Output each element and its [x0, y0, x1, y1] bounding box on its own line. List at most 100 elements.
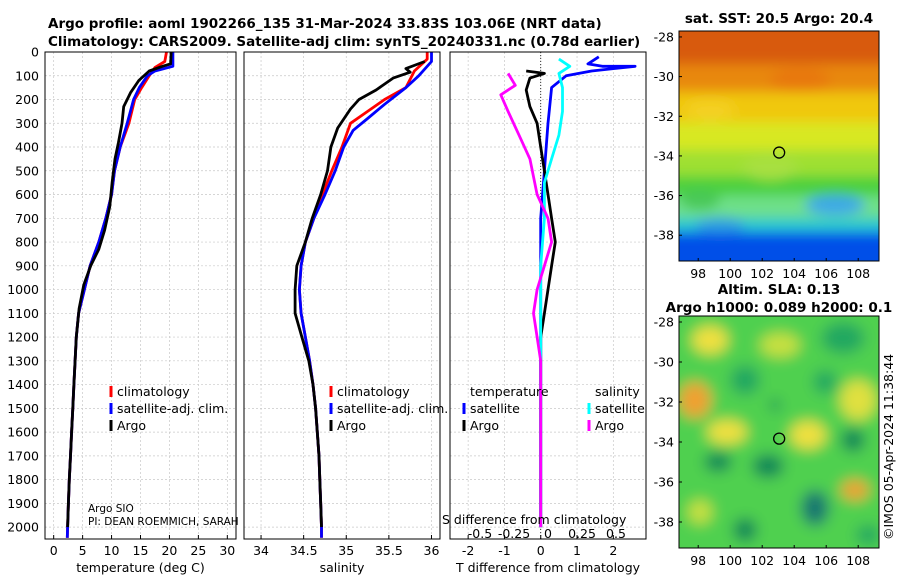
sla-argo-position-marker — [773, 432, 786, 445]
y-tick-label: -38 — [654, 515, 674, 530]
x-tick-label: 0 — [50, 543, 58, 558]
s-tick-label: 0.25 — [568, 526, 596, 541]
y-tick-label: -32 — [654, 109, 674, 124]
sla-map-field — [679, 316, 879, 548]
difference-profile: -2 -1 0 1 2 T difference from climatology S di… — [442, 51, 647, 575]
sla-map-title1: Altim. SLA: 0.13 — [718, 282, 840, 298]
credit-org: Argo SIO — [88, 503, 134, 515]
difference-legend: temperature salinity satellite Argo sate… — [462, 384, 645, 433]
y-tick-label: 200 — [15, 92, 39, 107]
y-tick-label: 100 — [15, 68, 39, 83]
temperature-legend: climatology satellite-adj. clim. Argo — [109, 384, 228, 433]
sst-map-axes: 98 100 102 104 106 108 -28 -30 -32 -34 -36 -38 — [654, 29, 871, 281]
sla-map-axes: 98 100 102 104 106 108 -28 -30 -32 -34 -36 -38 — [654, 315, 871, 569]
x-tick-label: -2 — [462, 543, 474, 558]
y-tick-label: 300 — [15, 116, 39, 131]
x-tick-label: 30 — [219, 543, 235, 558]
series-line-t-satellite — [539, 55, 637, 528]
y-tick-label: 1200 — [7, 330, 39, 345]
y-tick-label: 600 — [15, 187, 39, 202]
y-tick-label: -30 — [654, 355, 674, 370]
x-tick-label: 100 — [718, 553, 742, 568]
axes-frame — [44, 51, 237, 540]
credit-pi: PI: DEAN ROEMMICH, SARAH — [88, 516, 239, 528]
x-tick-label: 102 — [750, 266, 774, 281]
y-tick-label: 1000 — [7, 282, 39, 297]
y-tick-label: 1600 — [7, 425, 39, 440]
x-tick-label: 108 — [846, 266, 870, 281]
title-line1: Argo profile: aoml 1902266_135 31-Mar-20… — [48, 16, 602, 32]
sla-map-title2: Argo h1000: 0.089 h2000: 0.1 — [666, 300, 893, 316]
x-tick-label: 108 — [846, 553, 870, 568]
x-tick-label: 2 — [609, 543, 617, 558]
x-tick-label: 106 — [814, 553, 838, 568]
legend-label-s-argo: Argo — [595, 418, 624, 433]
legend-label-s-satellite: satellite — [595, 401, 645, 416]
x-tick-label: 34 — [253, 543, 269, 558]
x-axis-label: salinity — [320, 560, 365, 575]
x-tick-label: 20 — [161, 543, 177, 558]
x-axis-label: T difference from climatology — [455, 560, 641, 575]
x-tick-label: 98 — [690, 266, 706, 281]
x-axis-label: temperature (deg C) — [76, 560, 205, 575]
x-tick-label: 25 — [190, 543, 206, 558]
y-tick-label: 1300 — [7, 353, 39, 368]
x-tick-label: 100 — [718, 266, 742, 281]
s-tick-label: -0.5 — [468, 526, 492, 541]
sst-map-field — [679, 31, 879, 261]
s-tick-label: 0 — [544, 526, 552, 541]
legend-label-t-satellite: satellite — [470, 401, 520, 416]
y-tick-label: -36 — [654, 188, 674, 203]
legend-title-salinity: salinity — [595, 384, 640, 399]
x-tick-label: 104 — [782, 553, 806, 568]
axes-frame — [449, 51, 647, 540]
y-tick-label: 2000 — [7, 520, 39, 535]
legend-label-climatology: climatology — [337, 384, 410, 399]
x-tick-label: 36 — [424, 543, 440, 558]
x-tick-label: 10 — [104, 543, 120, 558]
sst-map-frame — [678, 30, 880, 262]
series-line-argo — [293, 60, 426, 528]
s-tick-label: 0.5 — [606, 526, 626, 541]
x-tick-label: 34.5 — [290, 543, 318, 558]
legend-label-argo: Argo — [117, 418, 146, 433]
salinity-profile: 34 34.5 35 35.5 36 salinity — [243, 51, 441, 575]
y-tick-label: -30 — [654, 69, 674, 84]
y-tick-label: 1100 — [7, 306, 39, 321]
x-tick-label: 5 — [79, 543, 87, 558]
y-tick-label: 1900 — [7, 496, 39, 511]
x-tick-label: 102 — [750, 553, 774, 568]
y-tick-label: 1800 — [7, 472, 39, 487]
y-tick-label: 400 — [15, 140, 39, 155]
x-tick-label: 98 — [690, 553, 706, 568]
y-tick-label: 500 — [15, 163, 39, 178]
y-tick-label: 1700 — [7, 448, 39, 463]
axes-frame — [243, 51, 441, 540]
s-tick-label: -0.25 — [498, 526, 530, 541]
y-tick-label: 700 — [15, 211, 39, 226]
y-tick-label: -32 — [654, 395, 674, 410]
y-tick-label: 1500 — [7, 401, 39, 416]
temperature-profile: 0 5 10 15 20 25 300100200300400500600700800900… — [7, 45, 237, 575]
y-tick-label: -28 — [654, 29, 674, 44]
y-tick-label: -34 — [654, 435, 674, 450]
sst-argo-position-marker — [773, 146, 786, 159]
y-tick-label: 800 — [15, 235, 39, 250]
x-tick-label: 35 — [338, 543, 354, 558]
y-tick-label: 900 — [15, 258, 39, 273]
legend-label-satellite: satellite-adj. clim. — [117, 401, 228, 416]
y-tick-label: 0 — [31, 45, 39, 60]
x-tick-label: 1 — [573, 543, 581, 558]
sst-map-title: sat. SST: 20.5 Argo: 20.4 — [685, 11, 873, 27]
watermark: ©IMOS 05-Apr-2024 11:38:44 — [881, 354, 896, 540]
x-tick-label: 0 — [537, 543, 545, 558]
legend-title-temperature: temperature — [470, 384, 549, 399]
x-tick-label: 35.5 — [375, 543, 403, 558]
y-tick-label: 1400 — [7, 377, 39, 392]
y-tick-label: -36 — [654, 475, 674, 490]
series-line-argo — [66, 51, 173, 528]
title-line2: Climatology: CARS2009. Satellite-adj cli… — [48, 34, 640, 50]
x-tick-label: 104 — [782, 266, 806, 281]
series-line-t-argo — [524, 69, 557, 528]
